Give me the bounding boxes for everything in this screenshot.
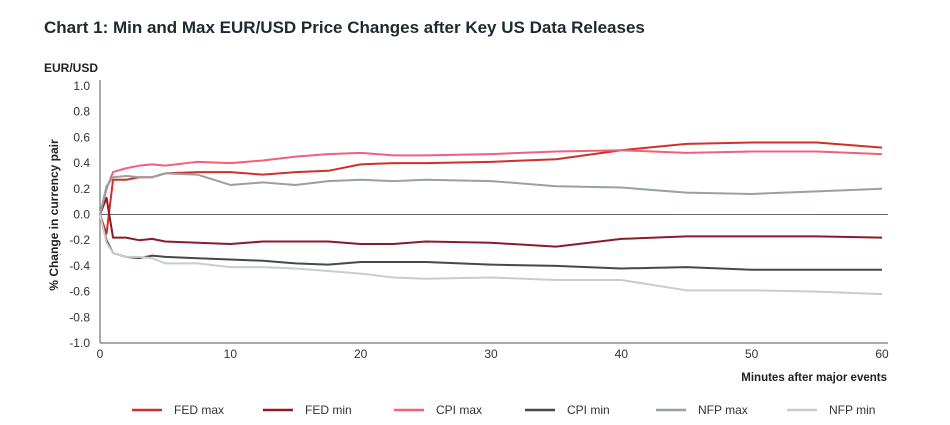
- x-tick-label: 40: [615, 347, 629, 361]
- x-tick-label: 0: [97, 347, 104, 361]
- legend-label: NFP min: [829, 403, 875, 417]
- series-line-cpi-max: [99, 149, 883, 215]
- series-line-fed-min: [99, 196, 883, 248]
- y-tick-label: -0.2: [69, 233, 90, 247]
- y-tick-label: 0.0: [73, 208, 90, 222]
- legend-label: FED max: [174, 403, 224, 417]
- unit-label: EUR/USD: [44, 61, 98, 75]
- x-tick-label: 30: [484, 347, 498, 361]
- chart-title: Chart 1: Min and Max EUR/USD Price Chang…: [44, 18, 645, 37]
- series-line-nfp-min: [99, 214, 883, 296]
- x-axis-label: Minutes after major events: [741, 372, 887, 384]
- legend-label: CPI max: [436, 403, 482, 417]
- x-tick-label: 60: [875, 347, 889, 361]
- y-tick-label: 0.8: [73, 105, 90, 119]
- legend-label: CPI min: [567, 403, 610, 417]
- y-tick-label: -0.6: [69, 285, 90, 299]
- y-tick-label: 1.0: [73, 79, 90, 93]
- x-tick-label: 10: [224, 347, 238, 361]
- series-line-fed-max: [99, 141, 883, 235]
- y-tick-label: -0.4: [69, 259, 90, 273]
- y-tick-label: -0.8: [69, 310, 90, 324]
- y-axis-label: % Change in currency pair: [47, 139, 61, 291]
- x-tick-label: 50: [745, 347, 759, 361]
- legend-label: FED min: [305, 403, 352, 417]
- x-tick-label: 20: [354, 347, 368, 361]
- legend-label: NFP max: [698, 403, 748, 417]
- y-tick-label: 0.2: [73, 182, 90, 196]
- y-tick-label: 0.6: [73, 130, 90, 144]
- y-tick-label: 0.4: [73, 156, 90, 170]
- series-line-nfp-max: [99, 172, 883, 215]
- y-tick-label: -1.0: [69, 336, 90, 350]
